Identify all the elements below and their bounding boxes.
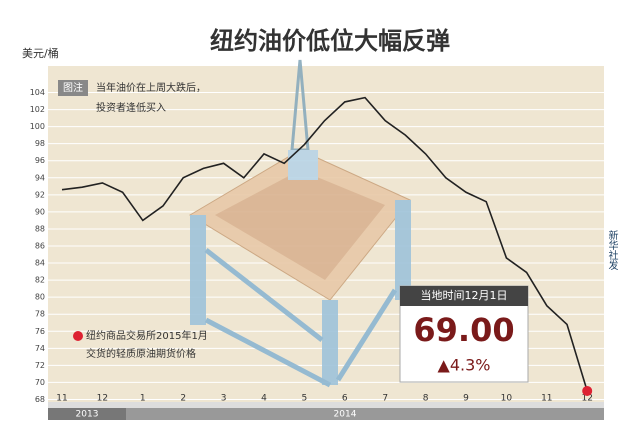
x-tick-label: 4 (261, 394, 267, 404)
x-tick-label: 1 (140, 394, 146, 404)
x-tick-label: 5 (302, 394, 308, 404)
source: 新华社发 (606, 229, 618, 271)
legend-marker (73, 331, 83, 341)
chart-title: 纽约油价低位大幅反弹 (210, 27, 450, 55)
y-tick-label: 82 (35, 276, 45, 285)
y-tick-label: 68 (35, 395, 45, 404)
year-band-2013 (48, 408, 126, 420)
callout-change: ▲4.3% (438, 356, 491, 375)
y-tick-label: 92 (35, 190, 45, 199)
x-tick-label: 12 (97, 394, 108, 404)
y-tick-label: 94 (35, 173, 45, 182)
y-tick-label: 104 (30, 88, 45, 97)
price-line (61, 96, 588, 392)
y-tick-label: 102 (30, 105, 45, 114)
x-tick-label: 11 (56, 394, 67, 404)
year-label: 2013 (76, 410, 99, 420)
note-text: 投资者逢低买入 (96, 101, 166, 114)
x-tick-label: 2 (180, 394, 186, 404)
y-tick-label: 84 (35, 259, 45, 268)
y-tick-label: 88 (35, 224, 45, 233)
x-tick-label: 11 (541, 394, 552, 404)
y-tick-label: 100 (30, 122, 45, 131)
callout-header (400, 286, 528, 306)
year-band-2014 (126, 408, 604, 420)
year-label: 2014 (334, 410, 357, 420)
x-tick-label: 10 (501, 394, 513, 404)
y-tick-label: 96 (35, 156, 45, 165)
y-tick-label: 76 (35, 327, 45, 336)
note-tag-bg (58, 80, 88, 96)
y-tick-label: 90 (35, 207, 45, 216)
y-tick-label: 74 (35, 344, 45, 353)
y-tick-label: 78 (35, 310, 45, 319)
legend-note: 纽约商品交易所2015年1月 (86, 329, 208, 342)
x-tick-label: 9 (463, 394, 469, 404)
y-tick-label: 72 (35, 361, 45, 370)
y-tick-label: 98 (35, 139, 45, 148)
callout-value: 69.00 (413, 311, 514, 349)
y-tick-label: 70 (35, 378, 45, 387)
x-tick-label: 8 (423, 394, 429, 404)
last-point (582, 385, 593, 396)
y-axis-label: 美元/桶 (22, 46, 59, 60)
legend-note: 交货的轻质原油期货价格 (86, 347, 196, 360)
x-tick-label: 3 (221, 394, 227, 404)
x-tick-label: 12 (581, 394, 592, 404)
note-text: 当年油价在上周大跌后， (96, 81, 206, 94)
callout-title: 当地时间12月1日 (421, 288, 508, 302)
x-tick-label: 6 (342, 394, 348, 404)
y-tick-label: 86 (35, 242, 45, 251)
x-tick-label: 7 (382, 394, 388, 404)
y-tick-label: 80 (35, 293, 45, 302)
note-tag: 图注 (63, 81, 83, 94)
